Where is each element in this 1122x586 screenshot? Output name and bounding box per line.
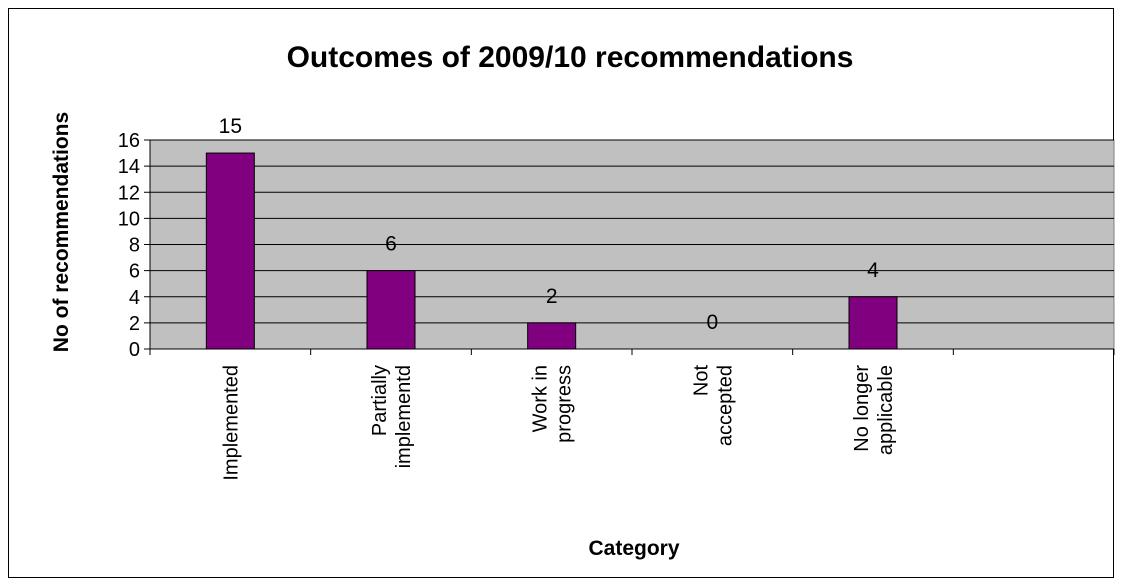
category-label: Not accepted xyxy=(690,365,736,447)
y-tick-label: 10 xyxy=(118,208,140,230)
gridlines xyxy=(150,139,1114,324)
category-label-line: Implemented xyxy=(220,365,242,481)
y-tick-label: 2 xyxy=(129,313,140,335)
data-label: 2 xyxy=(546,285,558,308)
axes: 0 2 4 6 8 10 12 14 16 xyxy=(118,130,1115,361)
y-tick-label: 12 xyxy=(118,182,140,204)
category-label-text: Implemented xyxy=(220,365,242,481)
category-label-line: Partially xyxy=(369,365,391,436)
category-label-line: applicable xyxy=(875,365,897,455)
data-labels: 15 6 2 0 4 xyxy=(219,115,880,334)
y-tick-label: 6 xyxy=(129,261,140,283)
y-tick-label: 8 xyxy=(129,235,140,257)
category-label-line: Work in xyxy=(530,365,552,432)
category-label-text: No longer applicable xyxy=(851,365,897,455)
category-label: No longer applicable xyxy=(851,365,897,455)
category-label: Implemented xyxy=(220,365,242,481)
category-label-line: Not xyxy=(690,365,712,397)
y-tick-label: 0 xyxy=(129,339,140,361)
category-label-line: accepted xyxy=(714,365,736,446)
y-axis-title: No of recommendations xyxy=(50,112,73,352)
bar xyxy=(205,152,255,350)
category-label-line: implementd xyxy=(393,365,415,468)
category-label: Work in progress xyxy=(530,365,576,443)
category-label-text: Partially implementd xyxy=(369,365,415,468)
y-tick-label: 16 xyxy=(118,130,140,152)
category-label-line: No longer xyxy=(851,365,873,452)
data-label: 15 xyxy=(219,115,242,138)
bar xyxy=(527,322,577,350)
bar xyxy=(848,296,898,350)
category-label-text: Work in progress xyxy=(530,365,576,443)
category-labels: Implemented Partially implementd Work in pro… xyxy=(220,365,897,481)
y-tick-label: 14 xyxy=(118,156,140,178)
bars xyxy=(205,152,898,350)
category-label: Partially implementd xyxy=(369,365,415,468)
category-label-text: Not accepted xyxy=(690,365,736,447)
bar xyxy=(366,270,416,350)
data-label: 0 xyxy=(706,311,718,334)
data-label: 4 xyxy=(867,259,879,282)
data-label: 6 xyxy=(385,233,397,256)
chart-title: Outcomes of 2009/10 recommendations xyxy=(287,41,854,74)
y-tick-label: 4 xyxy=(129,287,140,309)
category-label-line: progress xyxy=(554,365,576,443)
x-axis-title: Category xyxy=(588,537,679,560)
